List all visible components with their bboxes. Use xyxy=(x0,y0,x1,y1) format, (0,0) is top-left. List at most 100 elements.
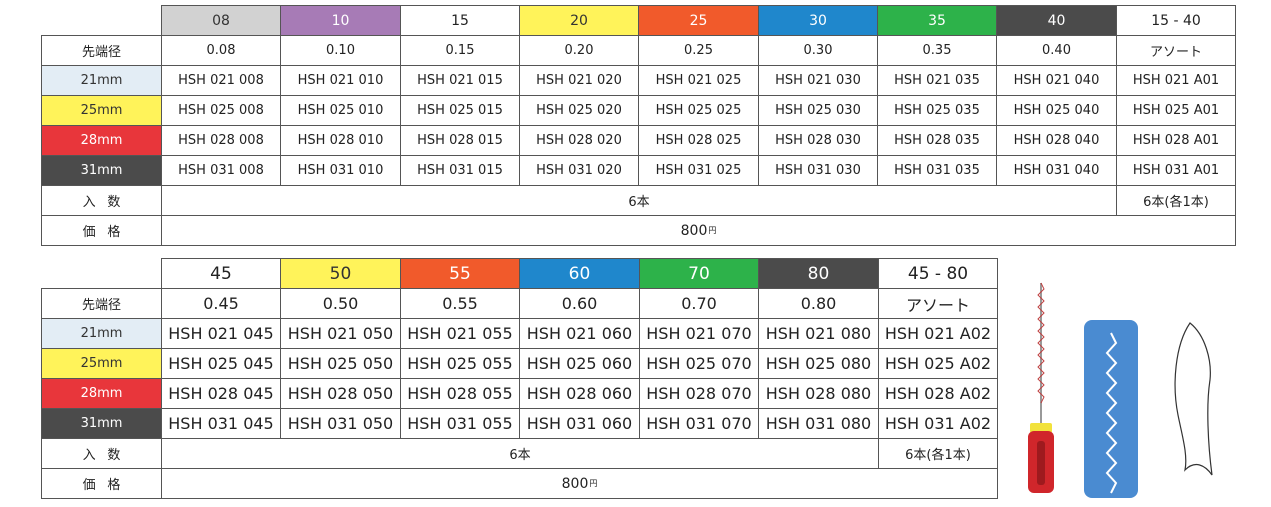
table-cell: 0.80 xyxy=(758,288,879,319)
table-cell: HSH 031 025 xyxy=(638,155,759,186)
table-cell: HSH 021 080 xyxy=(758,318,879,349)
table-cell: HSH 025 015 xyxy=(400,95,520,126)
table-cell: HSH 021 015 xyxy=(400,65,520,96)
table-cell: HSH 021 070 xyxy=(639,318,759,349)
table-cell: HSH 021 050 xyxy=(280,318,401,349)
table-cell: 0.40 xyxy=(996,35,1117,66)
table-cell: HSH 028 060 xyxy=(519,378,640,409)
column-header: 15 - 40 xyxy=(1116,5,1236,36)
row-label: 31mm xyxy=(41,155,162,186)
table-cell: HSH 028 020 xyxy=(519,125,639,156)
table-cell: HSH 031 035 xyxy=(877,155,997,186)
column-header: 25 xyxy=(638,5,759,36)
price-cell: 800 円 xyxy=(161,468,998,499)
column-header: 15 xyxy=(400,5,520,36)
row-label: 25mm xyxy=(41,95,162,126)
table-cell: HSH 028 030 xyxy=(758,125,878,156)
table-cell: HSH 031 020 xyxy=(519,155,639,186)
row-label: 価格 xyxy=(41,468,162,499)
column-header: 45 - 80 xyxy=(878,258,998,289)
table-cell: HSH 028 015 xyxy=(400,125,520,156)
table-cell: 0.50 xyxy=(280,288,401,319)
table-cell: HSH 028 070 xyxy=(639,378,759,409)
table-cell: HSH 031 055 xyxy=(400,408,520,439)
column-header: 30 xyxy=(758,5,878,36)
column-header: 50 xyxy=(280,258,401,289)
file-collar xyxy=(1030,423,1052,433)
table-cell: HSH 028 040 xyxy=(996,125,1117,156)
table-cell: 0.10 xyxy=(280,35,401,66)
table-cell: HSH 021 055 xyxy=(400,318,520,349)
file-detail xyxy=(1105,332,1118,494)
table-cell: HSH 031 060 xyxy=(519,408,640,439)
row-label: 21mm xyxy=(41,65,162,96)
price-value: 800 xyxy=(561,475,589,492)
row-label: 31mm xyxy=(41,408,162,439)
table-cell: HSH 025 020 xyxy=(519,95,639,126)
row-label: 25mm xyxy=(41,348,162,379)
table-cell: 0.55 xyxy=(400,288,520,319)
table-cell: 0.70 xyxy=(639,288,759,319)
cross-section xyxy=(1174,322,1213,476)
table-cell: HSH 028 A01 xyxy=(1116,125,1236,156)
table-cell: 0.60 xyxy=(519,288,640,319)
quantity-cell: 6本 xyxy=(161,185,1117,216)
table-cell: HSH 021 A02 xyxy=(878,318,998,349)
table-cell: HSH 031 045 xyxy=(161,408,281,439)
table-cell: HSH 021 040 xyxy=(996,65,1117,96)
table-cell: 0.45 xyxy=(161,288,281,319)
row-label: 入数 xyxy=(41,185,162,216)
table-cell: HSH 028 025 xyxy=(638,125,759,156)
price-unit: 円 xyxy=(708,226,717,235)
table-cell: HSH 031 080 xyxy=(758,408,879,439)
table-cell: アソート xyxy=(878,288,998,319)
table-cell: HSH 031 010 xyxy=(280,155,401,186)
table-cell: HSH 025 A02 xyxy=(878,348,998,379)
table-cell: 0.08 xyxy=(161,35,281,66)
table-cell: 0.20 xyxy=(519,35,639,66)
column-header: 80 xyxy=(758,258,879,289)
table-cell: HSH 031 050 xyxy=(280,408,401,439)
table-cell: HSH 021 035 xyxy=(877,65,997,96)
table-cell: HSH 025 055 xyxy=(400,348,520,379)
row-label: 21mm xyxy=(41,318,162,349)
table-cell: 0.15 xyxy=(400,35,520,66)
table-cell: HSH 025 050 xyxy=(280,348,401,379)
price-value: 800 xyxy=(680,222,708,239)
table-cell: HSH 025 A01 xyxy=(1116,95,1236,126)
price-unit: 円 xyxy=(589,479,598,488)
table-cell: HSH 025 040 xyxy=(996,95,1117,126)
row-label: 先端径 xyxy=(41,288,162,319)
column-header: 20 xyxy=(519,5,639,36)
table-cell: HSH 031 030 xyxy=(758,155,878,186)
column-header: 35 xyxy=(877,5,997,36)
table-cell: HSH 031 015 xyxy=(400,155,520,186)
table-cell: HSH 025 010 xyxy=(280,95,401,126)
column-header: 45 xyxy=(161,258,281,289)
table-cell: HSH 021 008 xyxy=(161,65,281,96)
table-cell: HSH 028 080 xyxy=(758,378,879,409)
table-cell: HSH 028 A02 xyxy=(878,378,998,409)
file-flutes xyxy=(1037,282,1045,404)
product-illustration xyxy=(1028,282,1213,498)
table-cell: HSH 025 008 xyxy=(161,95,281,126)
price-cell: 800 円 xyxy=(161,215,1236,246)
table-cell: 0.25 xyxy=(638,35,759,66)
table-cell: HSH 031 A01 xyxy=(1116,155,1236,186)
column-header: 60 xyxy=(519,258,640,289)
row-label: 入数 xyxy=(41,438,162,469)
table-cell: HSH 025 030 xyxy=(758,95,878,126)
table-cell: HSH 021 060 xyxy=(519,318,640,349)
table-cell: HSH 028 045 xyxy=(161,378,281,409)
quantity-cell: 6本 xyxy=(161,438,879,469)
table-cell: HSH 028 010 xyxy=(280,125,401,156)
table-cell: HSH 025 060 xyxy=(519,348,640,379)
row-label: 価格 xyxy=(41,215,162,246)
column-header: 55 xyxy=(400,258,520,289)
row-label: 先端径 xyxy=(41,35,162,66)
table-cell: アソート xyxy=(1116,35,1236,66)
table-cell: HSH 028 008 xyxy=(161,125,281,156)
table-cell: HSH 031 070 xyxy=(639,408,759,439)
quantity-cell: 6本(各1本) xyxy=(878,438,998,469)
